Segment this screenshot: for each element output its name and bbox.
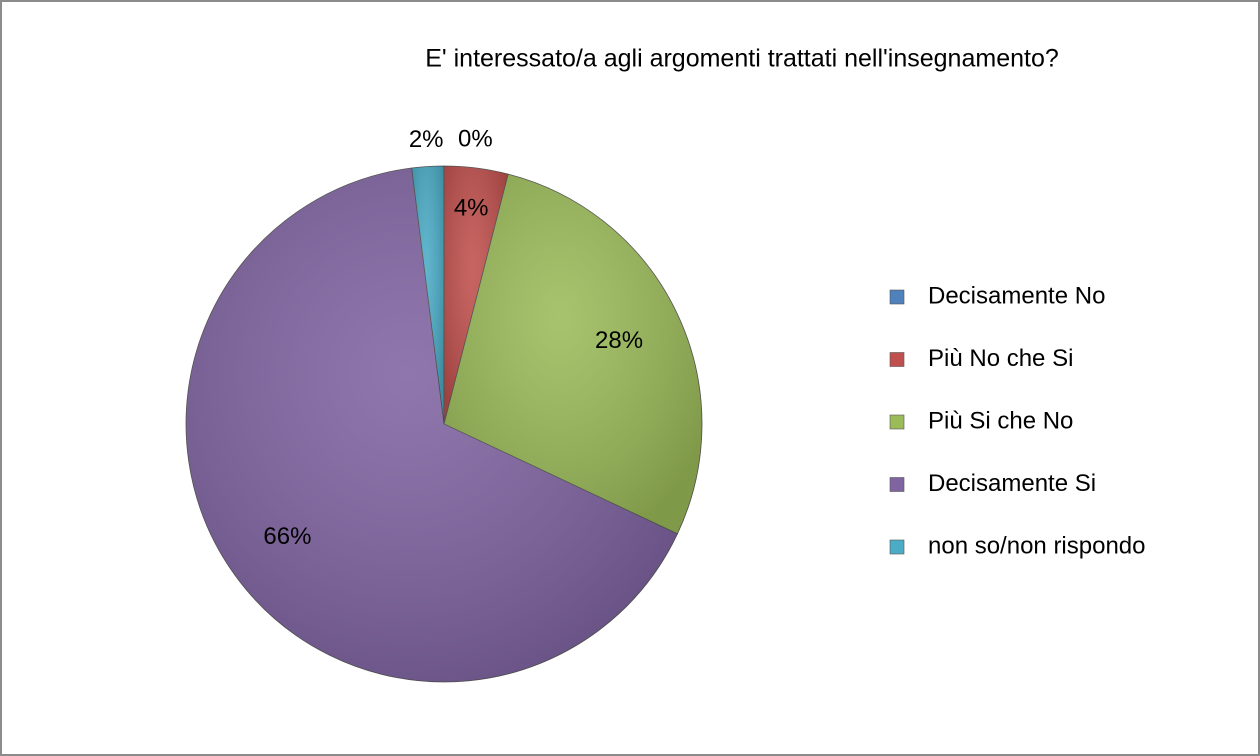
legend-label: Più Si che No xyxy=(928,407,1073,434)
legend-label: Più No che Si xyxy=(928,345,1073,372)
legend-marker xyxy=(889,539,905,555)
legend-label: non so/non rispondo xyxy=(928,532,1146,559)
legend-label: Decisamente Si xyxy=(928,470,1096,497)
data-label: 0% xyxy=(458,126,493,153)
data-label: 2% xyxy=(409,126,444,153)
data-label: 28% xyxy=(595,327,643,354)
legend-marker xyxy=(889,414,905,430)
legend: Decisamente No Più No che Si Più Si che No… xyxy=(889,282,1146,559)
pie xyxy=(185,165,703,683)
legend-label: Decisamente No xyxy=(928,282,1105,309)
legend-marker xyxy=(889,477,905,492)
data-label: 4% xyxy=(454,194,489,221)
data-labels: 0% 4% 28% 66% 2% xyxy=(263,126,643,551)
chart-title: E' interessato/a agli argomenti trattati… xyxy=(425,45,1059,73)
data-label: 66% xyxy=(263,523,311,550)
legend-marker xyxy=(889,352,905,367)
legend-marker xyxy=(889,289,905,305)
